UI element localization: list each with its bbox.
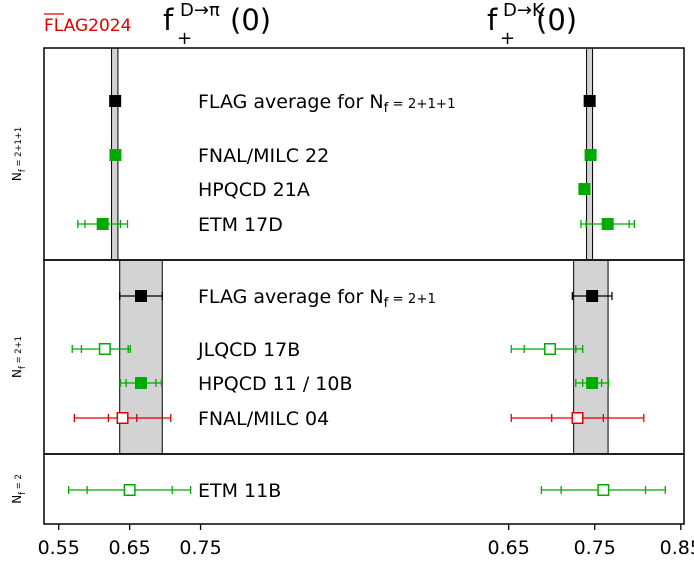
label-main: FLAG average for N <box>198 91 384 113</box>
x-tick-label: 0.65 <box>108 537 150 559</box>
label-rest: = 2 <box>13 474 23 492</box>
data-point <box>571 290 613 302</box>
data-point <box>575 377 610 389</box>
label-subscript: f <box>17 365 27 369</box>
marker <box>578 183 591 195</box>
row-label: HPQCD 21A <box>198 179 310 201</box>
marker <box>586 377 599 389</box>
label-main: N <box>10 172 24 181</box>
title-sup: D→K <box>503 0 545 21</box>
title-main: f <box>487 3 498 37</box>
marker <box>123 484 136 496</box>
label-subscript: f <box>384 296 389 311</box>
row-label: FNAL/MILC 22 <box>198 145 329 167</box>
marker <box>601 218 614 230</box>
data-point <box>73 412 172 424</box>
label-main: N <box>10 495 24 504</box>
label-rest: = 2+1 <box>13 336 23 366</box>
data-point <box>109 149 122 161</box>
row-label: FNAL/MILC 04 <box>198 408 329 430</box>
group-frame <box>43 453 685 525</box>
marker <box>134 290 147 302</box>
flag-logo: FLAG2024 <box>44 16 131 36</box>
title-sup: D→π <box>180 0 220 21</box>
panel-title-left: f D→π + (0) <box>163 0 271 49</box>
marker <box>583 95 596 107</box>
x-tick-label: 0.75 <box>574 537 616 559</box>
label-main: FNAL/MILC 04 <box>198 408 329 430</box>
data-point <box>77 218 129 230</box>
data-point <box>68 484 192 496</box>
label-main: ETM 17D <box>198 214 283 236</box>
title-arg: (0) <box>536 3 577 37</box>
marker <box>116 412 129 424</box>
marker <box>96 218 109 230</box>
label-main: JLQCD 17B <box>197 339 300 361</box>
label-main: HPQCD 21A <box>198 179 310 201</box>
marker <box>597 484 610 496</box>
row-label: ETM 11B <box>198 480 281 502</box>
flag-band <box>573 259 609 455</box>
marker <box>98 343 111 355</box>
group-label: Nf = 2+1+1 <box>10 127 27 181</box>
data-point <box>583 95 596 107</box>
label-main: ETM 11B <box>198 480 281 502</box>
data-point <box>584 149 597 161</box>
data-point <box>578 183 591 195</box>
title-main: f <box>163 3 174 37</box>
group-frames <box>43 47 685 525</box>
x-tick-label: 0.55 <box>38 537 80 559</box>
data-point <box>109 95 122 107</box>
x-tick-label: 0.75 <box>179 537 221 559</box>
marker <box>543 343 556 355</box>
label-rest: = 2+1 <box>388 292 436 307</box>
data-point <box>580 218 635 230</box>
group-label: Nf = 2 <box>10 474 27 504</box>
marker <box>584 149 597 161</box>
group-labels: Nf = 2+1+1Nf = 2+1Nf = 2 <box>10 127 27 504</box>
data-point <box>71 343 131 355</box>
title-sub: + <box>177 28 192 49</box>
label-rest: = 2+1+1 <box>388 97 455 112</box>
data-points <box>68 95 666 496</box>
label-main: FLAG average for N <box>198 286 384 308</box>
row-label: FLAG average for Nf = 2+1 <box>198 286 436 311</box>
x-tick-label: 0.85 <box>660 537 694 559</box>
flag-band <box>119 259 163 455</box>
marker <box>134 377 147 389</box>
panel-title-right: f D→K + (0) <box>487 0 577 49</box>
data-point <box>510 412 645 424</box>
x-tick-label: 0.65 <box>488 537 530 559</box>
label-main: FNAL/MILC 22 <box>198 145 329 167</box>
label-main: N <box>10 369 24 378</box>
label-subscript: f <box>384 101 389 116</box>
data-point <box>510 343 584 355</box>
label-main: HPQCD 11 / 10B <box>198 373 353 395</box>
row-label: HPQCD 11 / 10B <box>198 373 353 395</box>
x-axes: 0.55 0.65 0.75 0.65 0.75 0.85 <box>38 524 694 559</box>
data-point <box>119 377 163 389</box>
data-point <box>540 484 666 496</box>
marker <box>109 149 122 161</box>
data-point <box>119 290 163 302</box>
group-label: Nf = 2+1 <box>10 336 27 378</box>
row-label: FLAG average for Nf = 2+1+1 <box>198 91 456 116</box>
label-rest: = 2+1+1 <box>13 127 23 169</box>
label-subscript: f <box>17 491 27 495</box>
marker <box>109 95 122 107</box>
title-arg: (0) <box>230 3 271 37</box>
marker <box>571 412 584 424</box>
title-sub: + <box>500 28 515 49</box>
label-subscript: f <box>17 168 27 172</box>
row-label: JLQCD 17B <box>197 339 300 361</box>
row-label: ETM 17D <box>198 214 283 236</box>
marker <box>586 290 599 302</box>
